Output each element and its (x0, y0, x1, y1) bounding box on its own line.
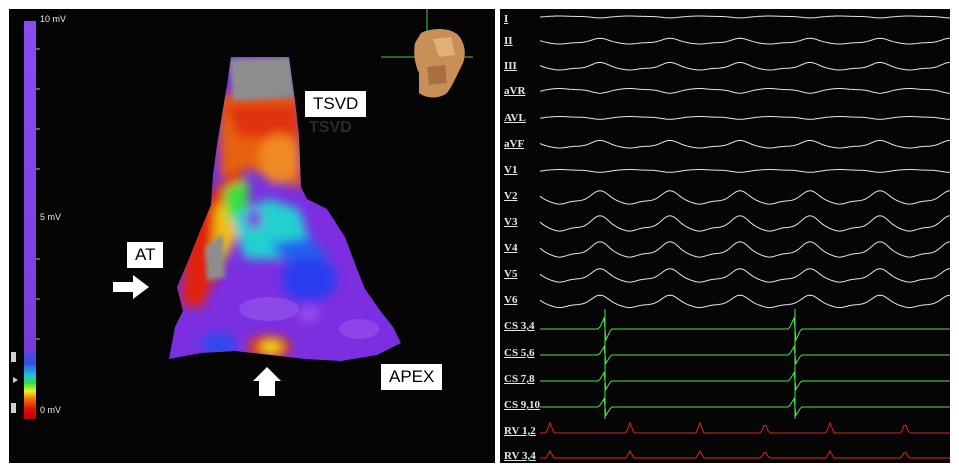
ecg-waveforms (539, 15, 950, 459)
waveform-trace (540, 421, 950, 434)
channel-label: RV 1,2 (504, 425, 536, 437)
channel-label: V3 (504, 216, 518, 228)
waveform-trace (539, 294, 950, 309)
channel-label: V1 (504, 164, 518, 176)
waveform-trace (539, 241, 950, 258)
apex-label: APEX (381, 364, 443, 390)
ventricle-shell (169, 57, 401, 361)
waveform-trace (540, 371, 950, 391)
waveform-trace (539, 169, 950, 173)
channel-label: V5 (504, 268, 518, 280)
waveform-trace (540, 345, 950, 365)
channel-label: CS 9,10 (504, 399, 541, 411)
voltage-map-panel: 10 mV 5 mV 0 mV TSVD TSVD AT APEX (9, 9, 495, 463)
waveform-trace (540, 449, 950, 459)
channel-label: RV 3,4 (504, 450, 536, 462)
channel-label: CS 5,6 (504, 347, 535, 359)
waveform-trace (540, 316, 950, 342)
channel-label: CS 3,4 (504, 320, 535, 332)
ecg-trace-panel: I II III aVR AVL aVF V1 V2 V3 V4 V5 V6 CS 3,4 CS 5,6 C… (500, 9, 950, 463)
waveform-trace (539, 61, 950, 71)
channel-label: aVF (504, 138, 525, 150)
scale-min-label: 0 mV (40, 405, 62, 415)
waveform-trace (539, 190, 950, 205)
channel-label: CS 7,8 (504, 373, 535, 385)
waveform-trace (539, 15, 950, 19)
at-arrow-icon (113, 275, 149, 299)
at-label: AT (127, 242, 164, 268)
channel-label: III (504, 60, 517, 72)
tsvd-shadow-label: TSVD (309, 119, 352, 136)
scale-range-markers[interactable] (11, 352, 18, 413)
waveform-trace (539, 268, 950, 283)
scale-mid-label: 5 mV (40, 212, 62, 222)
channel-label: V4 (504, 242, 518, 254)
waveform-trace (540, 397, 950, 417)
scale-max-label: 10 mV (40, 14, 67, 24)
tsvd-label: TSVD (305, 91, 367, 117)
waveform-trace (539, 215, 950, 232)
channel-label: V2 (504, 190, 518, 202)
waveform-trace (539, 116, 950, 120)
channel-label: AVL (504, 112, 526, 124)
orientation-torso-icon[interactable] (381, 9, 473, 98)
color-scale-bar (24, 21, 40, 419)
waveform-trace (539, 88, 950, 94)
waveform-trace (539, 139, 950, 149)
apex-arrow-icon (253, 367, 281, 396)
channel-label: aVR (504, 85, 526, 97)
channel-label: V6 (504, 294, 518, 306)
channel-label: II (504, 35, 513, 47)
channel-label: I (504, 13, 509, 25)
voltage-map-canvas[interactable] (9, 9, 495, 463)
waveform-trace (539, 37, 950, 45)
